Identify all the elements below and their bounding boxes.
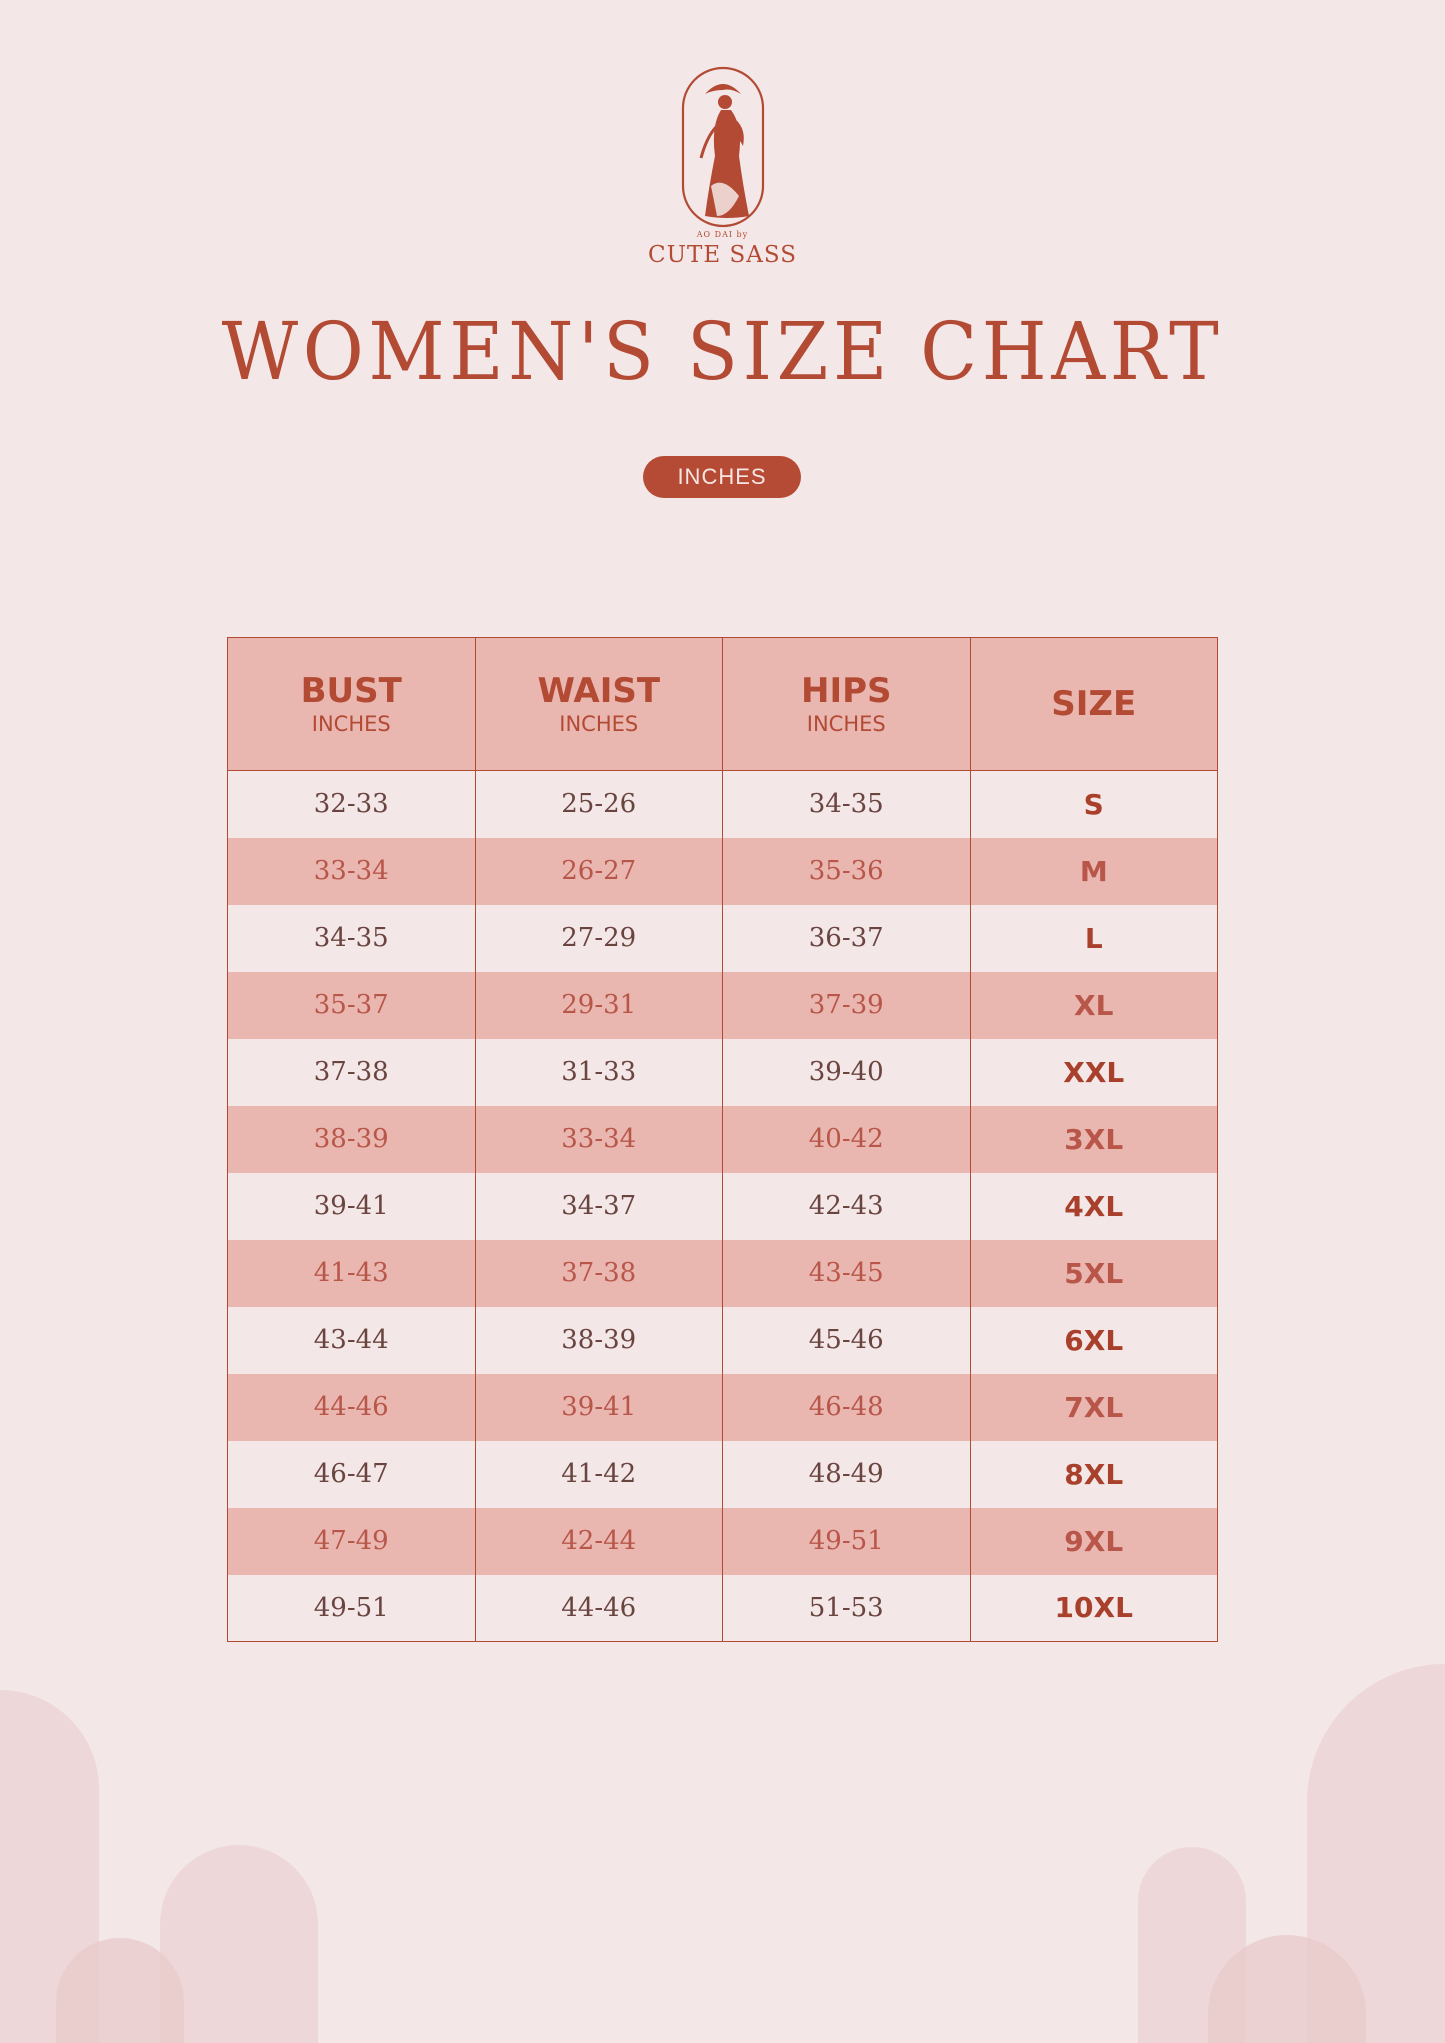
table-row: 46-47 41-42 48-49 8XL <box>227 1440 1218 1508</box>
header-bust: BUST INCHES <box>227 637 476 771</box>
table-row: 34-35 27-29 36-37 L <box>227 904 1218 972</box>
ao-dai-woman-icon <box>681 66 765 228</box>
cell-bust: 35-37 <box>227 971 476 1039</box>
header-size: SIZE <box>969 637 1218 771</box>
cell-size: 5XL <box>969 1239 1218 1307</box>
cell-bust: 39-41 <box>227 1172 476 1240</box>
header-label: WAIST <box>537 671 661 711</box>
header-unit: INCHES <box>311 712 391 736</box>
cell-size: 6XL <box>969 1306 1218 1374</box>
cell-waist: 41-42 <box>474 1440 723 1508</box>
cell-bust: 43-44 <box>227 1306 476 1374</box>
cell-hips: 49-51 <box>722 1507 971 1575</box>
cell-size: XL <box>969 971 1218 1039</box>
cell-waist: 26-27 <box>474 837 723 905</box>
cell-bust: 38-39 <box>227 1105 476 1173</box>
cell-hips: 37-39 <box>722 971 971 1039</box>
header-label: HIPS <box>800 671 892 711</box>
table-header-row: BUST INCHES WAIST INCHES HIPS INCHES SIZ… <box>227 637 1218 771</box>
cell-waist: 34-37 <box>474 1172 723 1240</box>
page-title: WOMEN'S SIZE CHART <box>221 305 1224 398</box>
cell-size: 8XL <box>969 1440 1218 1508</box>
cell-size: 10XL <box>969 1574 1218 1642</box>
cell-bust: 34-35 <box>227 904 476 972</box>
header-unit: INCHES <box>559 712 639 736</box>
cell-size: XXL <box>969 1038 1218 1106</box>
cell-size: 3XL <box>969 1105 1218 1173</box>
cell-hips: 48-49 <box>722 1440 971 1508</box>
cell-hips: 51-53 <box>722 1574 971 1642</box>
cell-bust: 41-43 <box>227 1239 476 1307</box>
cell-hips: 43-45 <box>722 1239 971 1307</box>
unit-badge: INCHES <box>643 456 801 498</box>
table-row: 39-41 34-37 42-43 4XL <box>227 1172 1218 1240</box>
cell-size: S <box>969 770 1218 838</box>
table-row: 44-46 39-41 46-48 7XL <box>227 1373 1218 1441</box>
table-row: 43-44 38-39 45-46 6XL <box>227 1306 1218 1374</box>
cell-bust: 46-47 <box>227 1440 476 1508</box>
cell-hips: 45-46 <box>722 1306 971 1374</box>
table-row: 32-33 25-26 34-35 S <box>227 770 1218 838</box>
cell-bust: 49-51 <box>227 1574 476 1642</box>
cell-hips: 40-42 <box>722 1105 971 1173</box>
cell-bust: 47-49 <box>227 1507 476 1575</box>
table-row: 33-34 26-27 35-36 M <box>227 837 1218 905</box>
cell-hips: 39-40 <box>722 1038 971 1106</box>
table-row: 49-51 44-46 51-53 10XL <box>227 1574 1218 1642</box>
header-label: BUST <box>300 671 402 711</box>
header-unit: INCHES <box>806 712 886 736</box>
table-row: 38-39 33-34 40-42 3XL <box>227 1105 1218 1173</box>
cell-bust: 37-38 <box>227 1038 476 1106</box>
table-row: 37-38 31-33 39-40 XXL <box>227 1038 1218 1106</box>
cell-bust: 32-33 <box>227 770 476 838</box>
cell-waist: 44-46 <box>474 1574 723 1642</box>
cell-waist: 37-38 <box>474 1239 723 1307</box>
cell-hips: 46-48 <box>722 1373 971 1441</box>
brand-tagline: AO DAI by <box>696 230 749 239</box>
cell-size: 4XL <box>969 1172 1218 1240</box>
cell-size: 7XL <box>969 1373 1218 1441</box>
cell-hips: 36-37 <box>722 904 971 972</box>
cell-waist: 27-29 <box>474 904 723 972</box>
cell-bust: 44-46 <box>227 1373 476 1441</box>
cell-waist: 29-31 <box>474 971 723 1039</box>
cell-waist: 33-34 <box>474 1105 723 1173</box>
table-row: 47-49 42-44 49-51 9XL <box>227 1507 1218 1575</box>
brand-logo: AO DAI by CUTE SASS <box>0 66 1445 276</box>
header-waist: WAIST INCHES <box>474 637 723 771</box>
header-hips: HIPS INCHES <box>722 637 971 771</box>
table-row: 35-37 29-31 37-39 XL <box>227 971 1218 1039</box>
cell-size: M <box>969 837 1218 905</box>
cell-waist: 42-44 <box>474 1507 723 1575</box>
cell-bust: 33-34 <box>227 837 476 905</box>
cell-size: L <box>969 904 1218 972</box>
cell-waist: 31-33 <box>474 1038 723 1106</box>
table-row: 41-43 37-38 43-45 5XL <box>227 1239 1218 1307</box>
cell-waist: 25-26 <box>474 770 723 838</box>
cell-hips: 34-35 <box>722 770 971 838</box>
cell-size: 9XL <box>969 1507 1218 1575</box>
cell-hips: 42-43 <box>722 1172 971 1240</box>
brand-name: CUTE SASS <box>648 242 797 268</box>
cell-hips: 35-36 <box>722 837 971 905</box>
header-label: SIZE <box>1051 684 1137 724</box>
cell-waist: 39-41 <box>474 1373 723 1441</box>
size-table: BUST INCHES WAIST INCHES HIPS INCHES SIZ… <box>227 637 1218 1642</box>
cell-waist: 38-39 <box>474 1306 723 1374</box>
